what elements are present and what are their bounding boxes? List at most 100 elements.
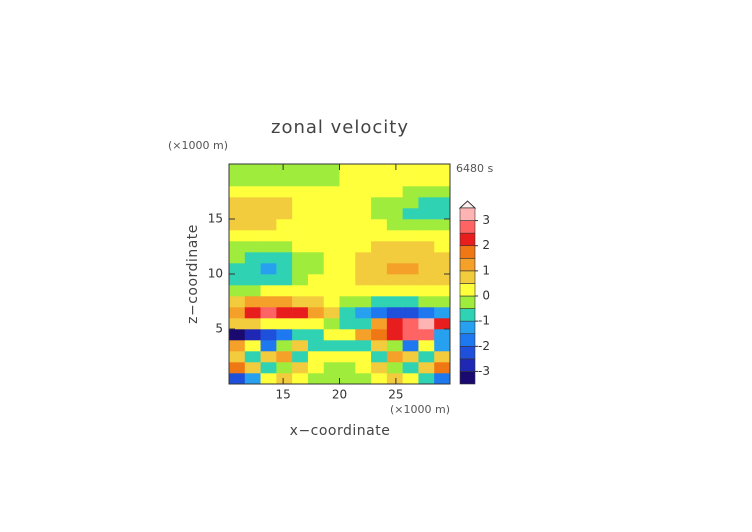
contour-cell (434, 362, 451, 374)
contour-cell (244, 340, 261, 352)
colorbar-band (459, 220, 476, 234)
contour-cell (229, 252, 246, 264)
y-tick-label: 10 (208, 267, 223, 281)
colorbar-band (459, 207, 476, 221)
contour-cell (307, 329, 325, 341)
contour-cell (371, 362, 388, 374)
contour-cell (276, 296, 293, 308)
contour-cell (323, 285, 340, 297)
contour-cell (386, 373, 403, 385)
contour-cell (244, 307, 261, 319)
contour-cell (371, 340, 388, 352)
contour-cell (402, 274, 419, 286)
contour-cell (260, 340, 277, 352)
contour-cell (418, 318, 435, 330)
contour-cell (371, 230, 388, 242)
contour-cell (402, 219, 419, 231)
colorbar-band (459, 371, 476, 385)
contour-cell (434, 340, 451, 352)
contour-cell (292, 252, 309, 264)
contour-cell (355, 252, 372, 264)
contour-cell (244, 318, 261, 330)
contour-cell (371, 285, 388, 297)
y-tick-label: 15 (208, 212, 223, 226)
contour-cell (276, 274, 293, 286)
contour-cell (355, 329, 372, 341)
plot-area (229, 164, 451, 385)
contour-cell (244, 241, 261, 253)
contour-cell (386, 252, 403, 264)
contour-cell (434, 175, 451, 187)
contour-cell (323, 208, 340, 220)
contour-cell (276, 340, 293, 352)
contour-cell (244, 197, 261, 209)
contour-cell (292, 197, 309, 209)
contour-cell (276, 164, 293, 176)
contour-cell (386, 296, 403, 308)
contour-cell (371, 197, 388, 209)
contour-cell (292, 219, 309, 231)
contour-cell (418, 186, 435, 198)
colorbar-band (459, 295, 476, 309)
contour-cell (355, 285, 372, 297)
colorbar-band (459, 345, 476, 360)
contour-cell (402, 373, 419, 385)
contour-cell (244, 219, 261, 231)
contour-cell (434, 197, 451, 209)
contour-cell (229, 175, 246, 187)
contour-cell (418, 241, 435, 253)
contour-cell (355, 175, 372, 187)
contour-cell (229, 197, 246, 209)
contour-cell (307, 241, 325, 253)
contour-cell (371, 175, 388, 187)
contour-cell (323, 307, 340, 319)
contour-cell (292, 296, 309, 308)
contour-cell (339, 186, 356, 198)
contour-cell (260, 318, 277, 330)
contour-cell (292, 263, 309, 275)
contour-cell (418, 285, 435, 297)
contour-cell (418, 307, 435, 319)
contour-cell (244, 274, 261, 286)
contour-cell (418, 296, 435, 308)
contour-cell (371, 219, 388, 231)
y-tick-label: 5 (215, 322, 223, 336)
contour-cell (292, 373, 309, 385)
contour-cell (371, 208, 388, 220)
contour-cell (244, 230, 261, 242)
contour-cell (260, 263, 277, 275)
contour-cell (276, 263, 293, 275)
contour-cell (244, 186, 261, 198)
contour-cell (434, 186, 451, 198)
contour-cell (292, 362, 309, 374)
contour-cell (260, 329, 277, 341)
contour-cell (276, 175, 293, 187)
contour-cell (260, 241, 277, 253)
contour-cell (402, 252, 419, 264)
contour-cell (229, 296, 246, 308)
contour-cell (323, 241, 340, 253)
contour-cell (386, 285, 403, 297)
contour-cell (229, 274, 246, 286)
contour-cell (434, 241, 451, 253)
contour-cell (276, 373, 293, 385)
contour-cell (386, 274, 403, 286)
contour-cell (244, 373, 261, 385)
contour-cell (292, 230, 309, 242)
colorbar-tick-label: 3 (482, 213, 490, 227)
contour-cell (276, 351, 293, 363)
contour-cell (418, 274, 435, 286)
colorbar-band (459, 270, 476, 284)
x-axis-title: x−coordinate (290, 423, 391, 439)
contour-cell (355, 351, 372, 363)
contour-cell (244, 285, 261, 297)
contour-cell (371, 296, 388, 308)
contour-cell (276, 318, 293, 330)
contour-cell (434, 307, 451, 319)
contour-cell (434, 351, 451, 363)
contour-cell (371, 274, 388, 286)
contour-cell (229, 362, 246, 374)
contour-cell (292, 318, 309, 330)
x-tick-label: 25 (388, 388, 403, 402)
